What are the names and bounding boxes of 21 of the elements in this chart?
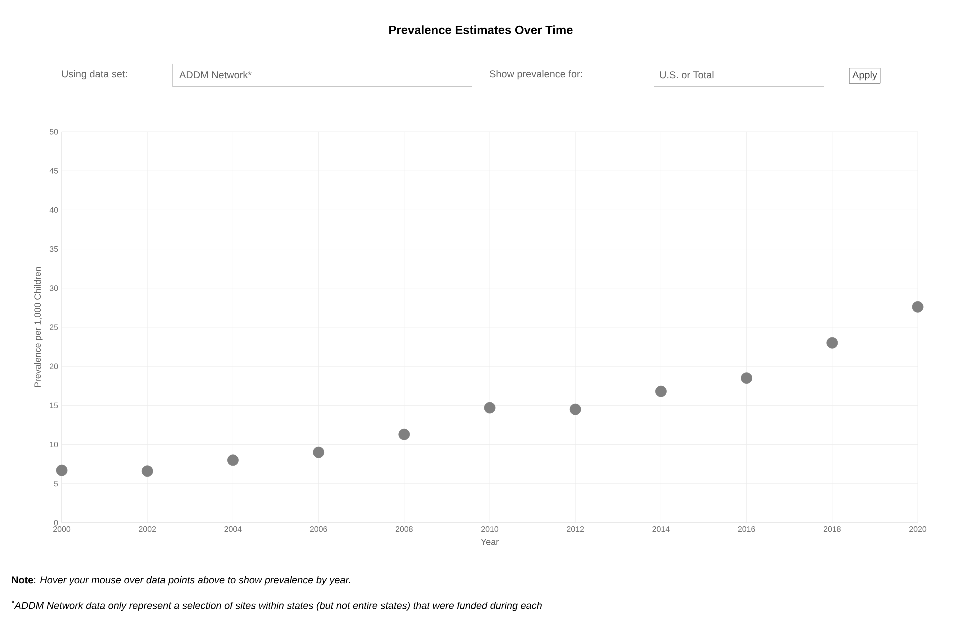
point [484,402,496,414]
text: U.S. or Total [660,71,714,79]
text: ADDM Network* [180,71,252,79]
point [570,404,582,416]
point [656,386,667,398]
text: Apply [852,71,878,81]
text: Show prevalence for: [490,70,582,80]
point [398,428,410,440]
text: $^{*}$ADDM Network data only represent a selection of sites within states (but not entire states) that were funded during each [12,600,542,612]
y-axis-title: Prevalence per 1,000 Children [34,268,43,388]
point [741,372,753,384]
text: Note: Hover your mouse over data points above to show prevalence by year. [12,576,350,586]
point [56,464,68,476]
x-axis-title: Year [481,538,499,546]
point [313,446,325,458]
text: Using data set: [62,70,128,80]
point [912,301,924,313]
point [228,454,239,466]
point [142,466,154,478]
point [826,337,838,349]
chart-title: Prevalence Estimates Over Time [390,26,573,34]
